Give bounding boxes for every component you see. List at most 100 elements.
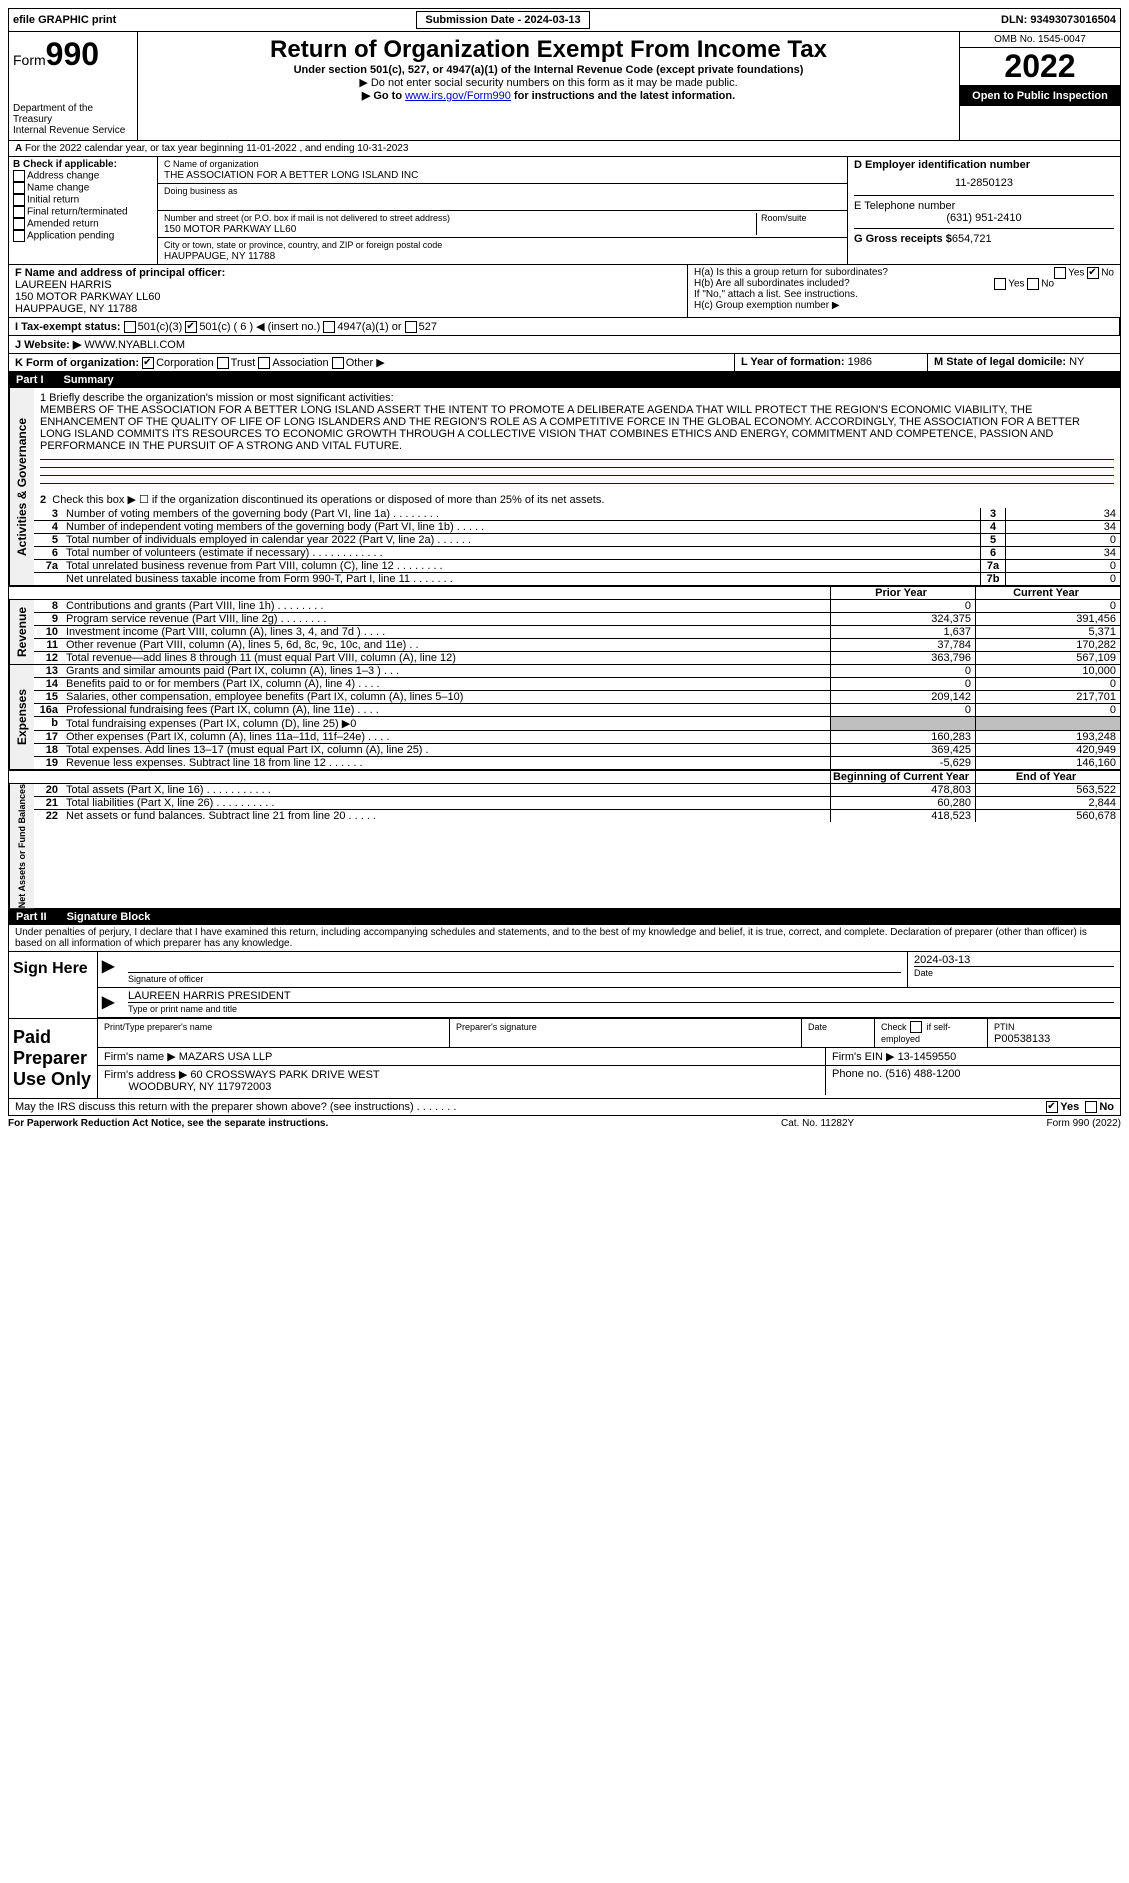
sign-here-label: Sign Here	[9, 952, 98, 1018]
page-footer: For Paperwork Reduction Act Notice, see …	[8, 1116, 1121, 1129]
checkbox-assoc[interactable]	[258, 357, 270, 369]
gov-line-row: 6Total number of volunteers (estimate if…	[34, 546, 1120, 559]
checkbox-self-employed[interactable]	[910, 1021, 922, 1033]
checkbox-4947[interactable]	[323, 321, 335, 333]
subtitle-2: ▶ Do not enter social security numbers o…	[142, 76, 955, 89]
irs-label: Internal Revenue Service	[13, 125, 133, 136]
fin-line-row: 10Investment income (Part VIII, column (…	[34, 625, 1120, 638]
fin-line-row: 21Total liabilities (Part X, line 26) . …	[34, 796, 1120, 809]
gov-line-row: Net unrelated business taxable income fr…	[34, 572, 1120, 585]
checkbox-trust[interactable]	[217, 357, 229, 369]
year-formation: 1986	[848, 356, 872, 368]
fin-line-row: 16aProfessional fundraising fees (Part I…	[34, 703, 1120, 716]
gov-line-row: 5Total number of individuals employed in…	[34, 533, 1120, 546]
checkbox-hb-no[interactable]	[1027, 278, 1039, 290]
fin-line-row: 20Total assets (Part X, line 16) . . . .…	[34, 784, 1120, 796]
firm-address: 60 CROSSWAYS PARK DRIVE WEST	[190, 1069, 379, 1081]
gov-line-row: 3Number of voting members of the governi…	[34, 508, 1120, 520]
website-value: WWW.NYABLI.COM	[84, 339, 185, 351]
fin-line-row: 14Benefits paid to or for members (Part …	[34, 677, 1120, 690]
fin-line-row: 15Salaries, other compensation, employee…	[34, 690, 1120, 703]
checkbox-ha-no[interactable]	[1087, 267, 1099, 279]
ptin-value: P00538133	[994, 1033, 1050, 1045]
fin-line-row: 8Contributions and grants (Part VIII, li…	[34, 600, 1120, 612]
box-deg: D Employer identification number 11-2850…	[847, 157, 1120, 264]
netassets-section: Net Assets or Fund Balances 20Total asse…	[8, 784, 1121, 909]
ein-value: 11-2850123	[955, 177, 1013, 189]
checkbox-527[interactable]	[405, 321, 417, 333]
paid-preparer-block: Paid Preparer Use Only Print/Type prepar…	[8, 1019, 1121, 1099]
fin-line-row: 12Total revenue—add lines 8 through 11 (…	[34, 651, 1120, 664]
phone-value: (631) 951-2410	[946, 212, 1021, 224]
paid-preparer-label: Paid Preparer Use Only	[9, 1019, 98, 1098]
firm-phone: (516) 488-1200	[885, 1068, 960, 1080]
fin-line-row: 13Grants and similar amounts paid (Part …	[34, 665, 1120, 677]
org-city: HAUPPAUGE, NY 11788	[164, 251, 275, 262]
checkbox-discuss-no[interactable]	[1085, 1101, 1097, 1113]
firm-name: MAZARS USA LLP	[179, 1051, 273, 1063]
prior-year-header: Prior Year	[830, 587, 975, 599]
box-b: B Check if applicable: Address change Na…	[9, 157, 158, 264]
eoy-header: End of Year	[975, 771, 1120, 783]
dept-label: Department of the Treasury	[13, 103, 133, 125]
gov-line-row: 4Number of independent voting members of…	[34, 520, 1120, 533]
irs-link[interactable]: www.irs.gov/Form990	[405, 90, 511, 102]
checkbox-discuss-yes[interactable]	[1046, 1101, 1058, 1113]
arrow-icon: ▶	[102, 958, 114, 975]
sidelabel-expenses: Expenses	[9, 665, 34, 769]
state-domicile: NY	[1069, 356, 1084, 368]
checkbox-address-change[interactable]	[13, 170, 25, 182]
section-abcd: B Check if applicable: Address change Na…	[8, 157, 1121, 265]
fin-line-row: bTotal fundraising expenses (Part IX, co…	[34, 716, 1120, 730]
checkbox-501c[interactable]	[185, 321, 197, 333]
form-header: Form990 Department of the Treasury Inter…	[8, 32, 1121, 141]
sidelabel-netassets: Net Assets or Fund Balances	[9, 784, 34, 908]
governance-section: Activities & Governance 1 Briefly descri…	[8, 388, 1121, 586]
firm-ein: 13-1459550	[898, 1051, 957, 1063]
top-bar: efile GRAPHIC print Submission Date - 20…	[8, 8, 1121, 32]
checkbox-501c3[interactable]	[124, 321, 136, 333]
checkbox-amended[interactable]	[13, 218, 25, 230]
checkbox-initial-return[interactable]	[13, 194, 25, 206]
sign-date: 2024-03-13	[914, 954, 970, 966]
mission-question: 1 Briefly describe the organization's mi…	[40, 392, 1114, 404]
arrow-icon: ▶	[102, 994, 114, 1011]
dln-label: DLN: 93493073016504	[1001, 14, 1116, 26]
current-year-header: Current Year	[975, 587, 1120, 599]
submission-date-button[interactable]: Submission Date - 2024-03-13	[416, 11, 589, 29]
row-klm: K Form of organization: Corporation Trus…	[8, 354, 1121, 372]
sidelabel-governance: Activities & Governance	[9, 388, 34, 585]
gross-receipts: 654,721	[952, 233, 992, 245]
gov-line-row: 7aTotal unrelated business revenue from …	[34, 559, 1120, 572]
row-ij: I Tax-exempt status: 501(c)(3) 501(c) ( …	[8, 318, 1121, 336]
officer-name: LAUREEN HARRIS PRESIDENT	[128, 990, 291, 1002]
checkbox-hb-yes[interactable]	[994, 278, 1006, 290]
mission-text: MEMBERS OF THE ASSOCIATION FOR A BETTER …	[40, 404, 1114, 452]
fin-line-row: 22Net assets or fund balances. Subtract …	[34, 809, 1120, 822]
checkbox-corp[interactable]	[142, 357, 154, 369]
fin-line-row: 11Other revenue (Part VIII, column (A), …	[34, 638, 1120, 651]
checkbox-final-return[interactable]	[13, 206, 25, 218]
org-address: 150 MOTOR PARKWAY LL60	[164, 224, 296, 235]
part-2-header: Part IISignature Block	[8, 909, 1121, 925]
omb-number: OMB No. 1545-0047	[960, 32, 1120, 48]
checkbox-name-change[interactable]	[13, 182, 25, 194]
open-public-badge: Open to Public Inspection	[960, 86, 1120, 106]
boy-header: Beginning of Current Year	[830, 771, 975, 783]
checkbox-app-pending[interactable]	[13, 230, 25, 242]
tax-year: 2022	[960, 48, 1120, 86]
form-number: Form990	[13, 36, 133, 73]
discuss-row: May the IRS discuss this return with the…	[8, 1099, 1121, 1116]
checkbox-ha-yes[interactable]	[1054, 267, 1066, 279]
part-1-header: Part ISummary	[8, 372, 1121, 388]
line-a: A For the 2022 calendar year, or tax yea…	[8, 141, 1121, 157]
expenses-section: Expenses 13Grants and similar amounts pa…	[8, 665, 1121, 770]
fin-line-row: 9Program service revenue (Part VIII, lin…	[34, 612, 1120, 625]
checkbox-other[interactable]	[332, 357, 344, 369]
form-title: Return of Organization Exempt From Incom…	[142, 36, 955, 64]
fin-line-row: 19Revenue less expenses. Subtract line 1…	[34, 756, 1120, 769]
efile-label: efile GRAPHIC print	[13, 14, 116, 26]
perjury-statement: Under penalties of perjury, I declare th…	[8, 925, 1121, 952]
fin-line-row: 18Total expenses. Add lines 13–17 (must …	[34, 743, 1120, 756]
subtitle-1: Under section 501(c), 527, or 4947(a)(1)…	[142, 64, 955, 76]
